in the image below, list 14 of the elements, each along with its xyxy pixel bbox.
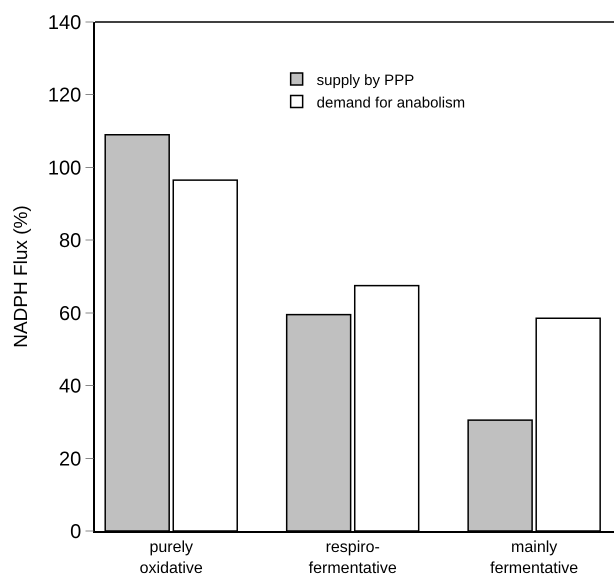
x-tick-label: mainly fermentative: [490, 538, 578, 577]
x-tick-label: purely oxidative: [140, 538, 203, 577]
y-tick-label: 20: [59, 448, 82, 470]
y-tick-label: 60: [59, 302, 82, 325]
x-tick-label: respiro- fermentative: [308, 538, 397, 577]
y-tick-label: 0: [70, 521, 82, 543]
y-tick-label: 140: [48, 12, 82, 34]
legend-label: demand for anabolism: [316, 94, 466, 112]
y-tick-label: 120: [48, 84, 82, 107]
y-axis-title: NADPH Flux (%): [11, 205, 32, 348]
legend-label: supply by PPP: [316, 72, 414, 89]
y-tick-label: 100: [48, 157, 82, 180]
y-tick-label: 40: [59, 376, 82, 398]
y-tick-label: 80: [59, 230, 82, 252]
